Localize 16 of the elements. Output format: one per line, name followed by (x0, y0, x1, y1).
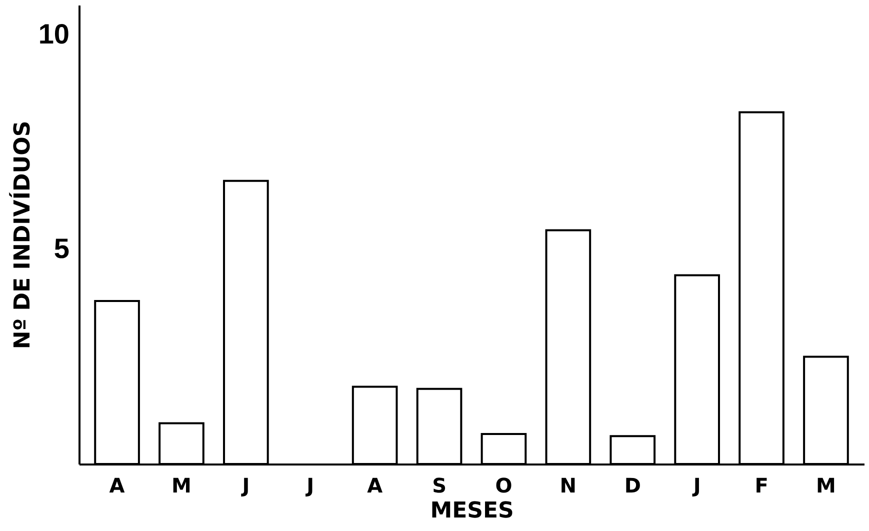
y-tick-label: 5 (54, 233, 70, 264)
x-axis-title: MESES (430, 498, 514, 524)
x-tick-label: J (304, 474, 314, 498)
x-tick-label: M (816, 474, 836, 498)
x-tick-label: A (109, 474, 126, 498)
x-tick-label: J (691, 474, 701, 498)
y-axis-title: Nº DE INDIVÍDUOS (8, 120, 36, 350)
y-tick-label: 10 (38, 18, 70, 50)
x-tick-label: O (495, 474, 512, 498)
x-tick-label: F (754, 474, 768, 498)
x-tick-label: M (172, 474, 192, 498)
x-tick-label: D (624, 474, 641, 498)
x-tick-label: N (560, 474, 577, 498)
x-tick-label: A (367, 474, 384, 498)
x-tick-label: S (432, 474, 446, 498)
x-tick-label: J (240, 474, 250, 498)
